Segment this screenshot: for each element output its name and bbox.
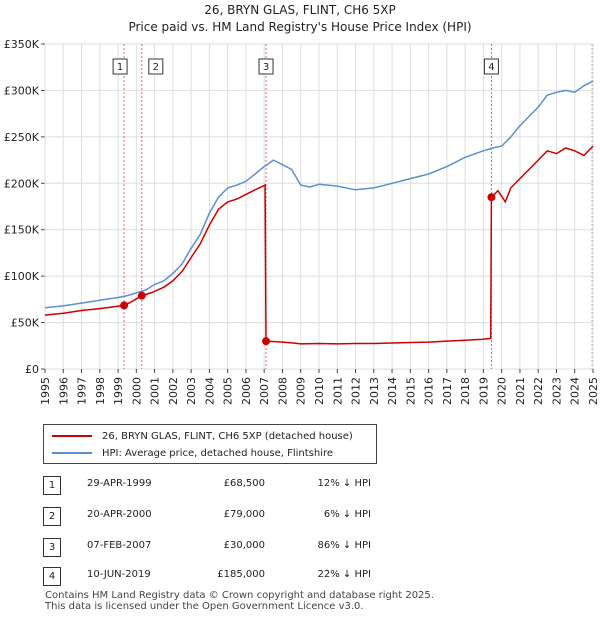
sale-label-box bbox=[112, 58, 128, 75]
legend-swatch-property bbox=[52, 435, 92, 437]
sale-hpi-diff: 6% ↓ HPI bbox=[323, 509, 371, 520]
sale-label-number: 1 bbox=[117, 62, 123, 73]
sale-badge: 3 bbox=[43, 538, 61, 557]
legend-label-hpi: HPI: Average price, detached house, Flin… bbox=[102, 447, 334, 459]
sale-row: 1 29-APR-1999 £68,500 12% ↓ HPI bbox=[43, 476, 583, 496]
x-tick-label: 2025 bbox=[587, 377, 600, 405]
sale-label-number: 2 bbox=[153, 62, 159, 73]
y-tick-label: £0 bbox=[25, 363, 39, 376]
sale-price: £79,000 bbox=[223, 509, 265, 520]
x-tick-label: 2000 bbox=[130, 377, 143, 405]
sale-label-number: 4 bbox=[488, 62, 494, 73]
sale-label-box bbox=[483, 58, 499, 75]
y-tick-label: £150K bbox=[4, 224, 40, 237]
x-tick-label: 2018 bbox=[459, 377, 472, 405]
sale-hpi-diff: 12% ↓ HPI bbox=[317, 478, 371, 489]
x-tick-label: 2023 bbox=[550, 377, 563, 405]
x-tick-label: 2015 bbox=[404, 377, 417, 405]
legend-item-hpi: HPI: Average price, detached house, Flin… bbox=[44, 445, 333, 461]
y-tick-label: £250K bbox=[4, 131, 40, 144]
sale-label-box bbox=[148, 58, 164, 75]
x-tick-label: 1999 bbox=[112, 377, 125, 405]
x-tick-label: 2020 bbox=[496, 377, 509, 405]
x-tick-label: 2017 bbox=[441, 377, 454, 405]
y-tick-label: £100K bbox=[4, 270, 40, 283]
sale-date: 20-APR-2000 bbox=[87, 509, 152, 520]
x-tick-label: 2003 bbox=[185, 377, 198, 405]
x-tick-label: 2006 bbox=[240, 377, 253, 405]
sale-price: £30,000 bbox=[223, 540, 265, 551]
y-tick-label: £350K bbox=[4, 38, 40, 51]
x-tick-label: 2004 bbox=[203, 377, 216, 405]
legend-swatch-hpi bbox=[52, 452, 92, 454]
sale-label-box bbox=[258, 58, 274, 75]
sale-label-number: 3 bbox=[263, 62, 269, 73]
sale-point bbox=[120, 301, 129, 310]
footer-copyright: Contains HM Land Registry data © Crown c… bbox=[45, 590, 434, 601]
x-tick-label: 1995 bbox=[39, 377, 52, 405]
sale-date: 29-APR-1999 bbox=[87, 478, 152, 489]
sale-row: 4 10-JUN-2019 £185,000 22% ↓ HPI bbox=[43, 567, 583, 587]
y-tick-label: £300K bbox=[4, 84, 40, 97]
sale-point bbox=[137, 291, 146, 300]
legend-label-property: 26, BRYN GLAS, FLINT, CH6 5XP (detached … bbox=[102, 430, 353, 442]
sale-hpi-diff: 86% ↓ HPI bbox=[317, 540, 371, 551]
x-tick-label: 2005 bbox=[222, 377, 235, 405]
x-tick-label: 2007 bbox=[258, 377, 271, 405]
x-tick-label: 2013 bbox=[368, 377, 381, 405]
sale-price: £185,000 bbox=[217, 569, 265, 580]
y-tick-label: £200K bbox=[4, 177, 40, 190]
sale-price: £68,500 bbox=[223, 478, 265, 489]
sale-row: 3 07-FEB-2007 £30,000 86% ↓ HPI bbox=[43, 538, 583, 558]
x-tick-label: 2019 bbox=[477, 377, 490, 405]
sale-hpi-diff: 22% ↓ HPI bbox=[317, 569, 371, 580]
x-tick-label: 2014 bbox=[386, 377, 399, 405]
sale-point bbox=[487, 193, 496, 202]
x-tick-label: 1998 bbox=[94, 377, 107, 405]
chart-subtitle: Price paid vs. HM Land Registry's House … bbox=[128, 20, 472, 34]
sale-row: 2 20-APR-2000 £79,000 6% ↓ HPI bbox=[43, 507, 583, 527]
x-tick-label: 2021 bbox=[514, 377, 527, 405]
series-line-hpi bbox=[44, 80, 594, 309]
x-tick-label: 2008 bbox=[276, 377, 289, 405]
legend-item-property: 26, BRYN GLAS, FLINT, CH6 5XP (detached … bbox=[44, 428, 353, 444]
price-chart: £0 £50K £100K £150K £200K £250K £300K £350K 1995… bbox=[4, 38, 600, 405]
x-tick-label: 2010 bbox=[313, 377, 326, 405]
x-tick-label: 2024 bbox=[569, 377, 582, 405]
sale-date: 10-JUN-2019 bbox=[87, 569, 151, 580]
x-tick-label: 1997 bbox=[76, 377, 89, 405]
sale-badge: 2 bbox=[43, 507, 61, 526]
sale-badge: 4 bbox=[43, 567, 61, 586]
x-tick-label: 2001 bbox=[149, 377, 162, 405]
footer-license: This data is licensed under the Open Gov… bbox=[45, 601, 364, 612]
x-tick-label: 2022 bbox=[532, 377, 545, 405]
x-tick-label: 2016 bbox=[423, 377, 436, 405]
x-tick-label: 2011 bbox=[331, 377, 344, 405]
chart-title: 26, BRYN GLAS, FLINT, CH6 5XP bbox=[204, 3, 396, 17]
x-tick-label: 2009 bbox=[295, 377, 308, 405]
x-tick-label: 2002 bbox=[167, 377, 180, 405]
series-line-property bbox=[44, 145, 594, 345]
sale-date: 07-FEB-2007 bbox=[87, 540, 152, 551]
y-tick-label: £50K bbox=[11, 317, 40, 330]
sale-point bbox=[262, 337, 271, 346]
sale-badge: 1 bbox=[43, 476, 61, 495]
x-tick-label: 2012 bbox=[350, 377, 363, 405]
legend: 26, BRYN GLAS, FLINT, CH6 5XP (detached … bbox=[43, 424, 377, 464]
x-tick-label: 1996 bbox=[57, 377, 70, 405]
